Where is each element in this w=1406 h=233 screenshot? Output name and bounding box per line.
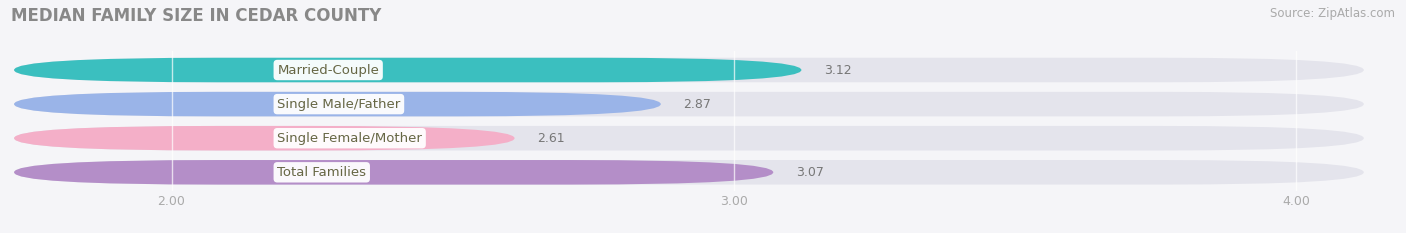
FancyBboxPatch shape [14, 160, 1364, 185]
Text: Total Families: Total Families [277, 166, 367, 179]
Text: 3.12: 3.12 [824, 64, 852, 76]
FancyBboxPatch shape [14, 92, 1364, 116]
FancyBboxPatch shape [14, 58, 1364, 82]
Text: 3.07: 3.07 [796, 166, 824, 179]
FancyBboxPatch shape [14, 126, 1364, 151]
FancyBboxPatch shape [14, 58, 801, 82]
Text: 2.61: 2.61 [537, 132, 565, 145]
Text: Married-Couple: Married-Couple [277, 64, 380, 76]
Text: Source: ZipAtlas.com: Source: ZipAtlas.com [1270, 7, 1395, 20]
Text: 2.87: 2.87 [683, 98, 711, 111]
Text: Single Female/Mother: Single Female/Mother [277, 132, 422, 145]
FancyBboxPatch shape [14, 92, 661, 116]
Text: Single Male/Father: Single Male/Father [277, 98, 401, 111]
FancyBboxPatch shape [14, 160, 773, 185]
Text: MEDIAN FAMILY SIZE IN CEDAR COUNTY: MEDIAN FAMILY SIZE IN CEDAR COUNTY [11, 7, 381, 25]
FancyBboxPatch shape [14, 126, 515, 151]
